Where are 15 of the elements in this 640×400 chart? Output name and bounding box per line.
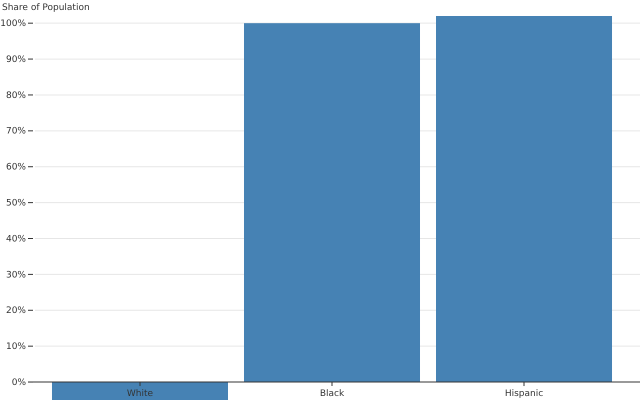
y-tick-label: 70% [6, 126, 26, 137]
y-tick-label: 80% [6, 90, 26, 101]
y-tick-label: 50% [6, 198, 26, 208]
y-tick-label: 100% [0, 19, 26, 30]
y-tick-label: 0% [12, 378, 26, 388]
y-tick-label: 20% [6, 306, 26, 316]
y-axis-title: Share of Population [2, 3, 90, 13]
y-tick-label: 40% [6, 234, 26, 244]
x-tick-label: Hispanic [504, 389, 544, 400]
x-tick-label: White [126, 389, 154, 400]
x-tick-label: Black [320, 389, 345, 400]
y-tick-label: 30% [6, 270, 26, 280]
y-tick-label: 10% [6, 342, 26, 352]
y-tick-label: 60% [6, 162, 26, 173]
y-tick-label: 90% [6, 54, 26, 65]
